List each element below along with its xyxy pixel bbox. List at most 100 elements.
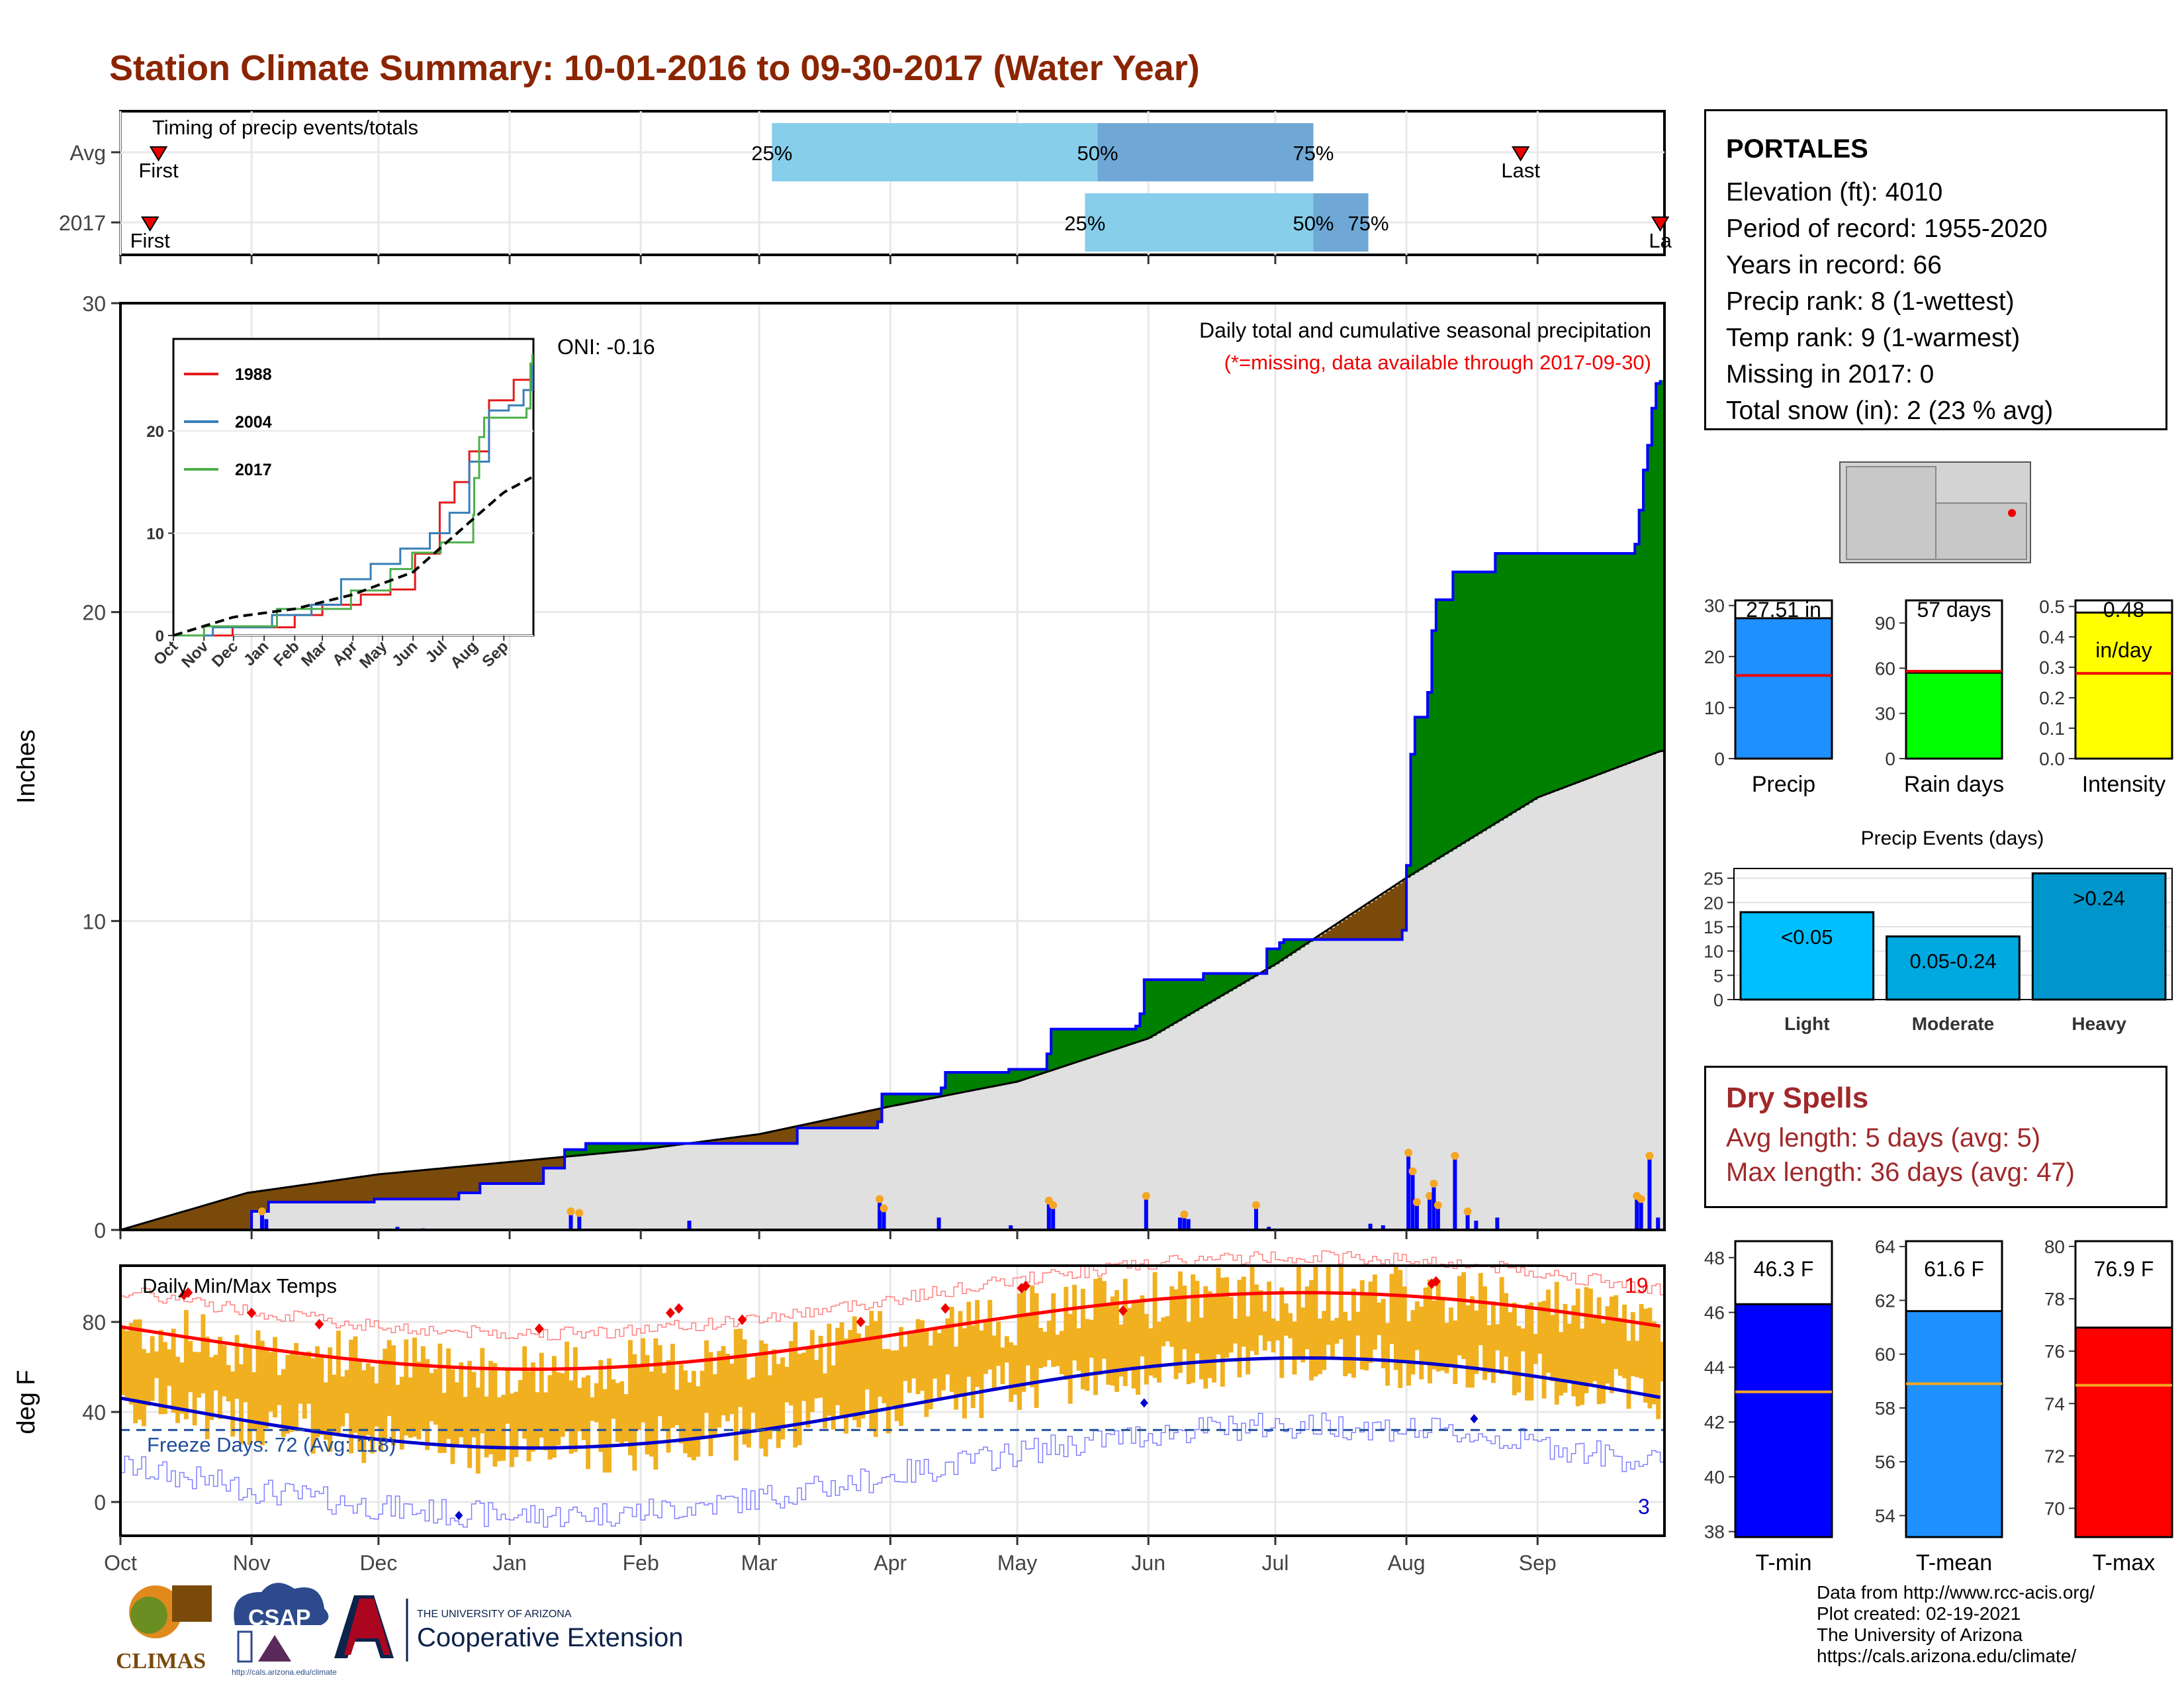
cum-below-avg (835, 1117, 841, 1128)
daily-temp-bar (1630, 1312, 1635, 1377)
record-high-marker (665, 1307, 675, 1319)
cum-below-avg (183, 1211, 189, 1230)
avg-fill (531, 1184, 535, 1230)
daily-temp-bar (1271, 1318, 1276, 1353)
daily-temp-bar (1085, 1319, 1090, 1391)
cum-above-avg (666, 1143, 671, 1147)
record-low-marker (1470, 1414, 1479, 1424)
temp-summary-name-2: T-max (2093, 1550, 2155, 1575)
daily-temp-bar (878, 1311, 883, 1397)
avg-fill (514, 1184, 519, 1230)
cum-below-avg (1398, 883, 1403, 940)
cum-below-avg (264, 1190, 269, 1211)
cum-below-avg (873, 1109, 878, 1128)
daily-temp-bar (1639, 1303, 1644, 1379)
cum-above-avg (1630, 553, 1635, 763)
daily-temp-bar (928, 1345, 933, 1409)
avg-fill (1212, 1001, 1217, 1230)
summary-value-unit-2: in/day (2095, 638, 2152, 662)
cum-above-avg (1191, 980, 1196, 1014)
cum-below-avg (158, 1219, 163, 1230)
daily-precip-bar (1009, 1225, 1013, 1230)
cum-above-avg (1271, 949, 1276, 967)
summary-y-tick-label: 0 (1885, 749, 1895, 769)
daily-temp-bar (915, 1319, 921, 1395)
cum-below-avg (391, 1173, 396, 1199)
daily-temp-bar (678, 1364, 684, 1444)
avg-fill (1398, 939, 1403, 1230)
daily-temp-bar (1296, 1264, 1301, 1357)
avg-fill (1177, 1021, 1183, 1230)
daily-temp-bar (873, 1321, 878, 1437)
last-label: Last (1501, 159, 1540, 182)
cum-above-avg (1537, 553, 1543, 798)
first-label: First (138, 159, 179, 182)
avg-fill (1372, 939, 1377, 1230)
daily-precip-bar (1186, 1219, 1191, 1230)
avg-fill (454, 1199, 459, 1230)
daily-precip-marker (880, 1204, 888, 1213)
cum-above-avg (1512, 553, 1517, 814)
cum-above-avg (991, 1072, 997, 1087)
daily-temp-bar (1233, 1319, 1238, 1344)
daily-temp-bar (1432, 1300, 1437, 1370)
cum-above-avg (1076, 1029, 1081, 1062)
cum-above-avg (1292, 939, 1297, 953)
avg-fill (991, 1086, 997, 1230)
avg-fill (793, 1143, 798, 1230)
cum-above-avg (594, 1143, 599, 1154)
avg-fill (1614, 769, 1619, 1230)
daily-temp-bar (1338, 1265, 1343, 1340)
cum-below-avg (222, 1200, 227, 1230)
avg-fill (273, 1202, 278, 1230)
daily-temp-bar (1220, 1278, 1225, 1387)
cum-above-avg (1246, 973, 1251, 982)
daily-temp-bar (349, 1339, 354, 1454)
daily-temp-bar (201, 1314, 206, 1393)
cum-below-avg (1389, 888, 1394, 940)
avg-fill (1093, 1056, 1099, 1230)
daily-temp-bar (721, 1346, 726, 1416)
avg-fill (1516, 810, 1522, 1230)
cum-above-avg (1212, 973, 1217, 1002)
avg-fill (1059, 1067, 1064, 1230)
daily-temp-bar (1122, 1278, 1128, 1386)
ua-coop-ext: Cooperative Extension (417, 1623, 683, 1652)
avg-fill (1122, 1047, 1128, 1230)
avg-fill (945, 1096, 950, 1230)
daily-temp-bar (1643, 1308, 1648, 1403)
cum-below-avg (776, 1130, 781, 1144)
avg-fill (1575, 782, 1580, 1230)
daily-temp-bar (1089, 1319, 1094, 1358)
cum-above-avg (1283, 939, 1289, 959)
daily-temp-bar (831, 1365, 836, 1430)
inset-legend-label: 2004 (235, 413, 272, 432)
cum-above-avg (924, 1094, 929, 1100)
timing-p25-label: 25% (751, 142, 792, 165)
avg-fill (412, 1199, 418, 1230)
avg-fill (754, 1143, 760, 1230)
daily-temp-bar (700, 1370, 705, 1438)
daily-temp-bar (657, 1345, 662, 1417)
inset-line-2004 (173, 364, 534, 637)
avg-fill (1580, 781, 1585, 1230)
avg-fill (294, 1202, 299, 1230)
cum-below-avg (814, 1122, 819, 1128)
avg-fill (501, 1184, 506, 1230)
daily-precip-bar (1465, 1211, 1470, 1230)
daily-temp-bar (454, 1382, 459, 1445)
avg-fill (1220, 996, 1225, 1230)
cum-below-avg (395, 1172, 400, 1199)
daily-temp-bar (484, 1396, 489, 1458)
avg-fill (767, 1143, 772, 1230)
avg-fill (1317, 939, 1322, 1230)
credits: Data from http://www.rcc-acis.org/ Plot … (1817, 1582, 2095, 1667)
temp-summary-y-tick-label: 54 (1875, 1505, 1895, 1526)
daily-temp-bar (746, 1379, 751, 1448)
cum-above-avg (911, 1094, 917, 1103)
daily-temp-bar (1393, 1266, 1398, 1370)
daily-temp-bar (1635, 1340, 1640, 1378)
daily-precip-bar (577, 1213, 582, 1230)
cum-above-avg (1428, 692, 1433, 865)
cum-above-avg (1478, 572, 1483, 834)
